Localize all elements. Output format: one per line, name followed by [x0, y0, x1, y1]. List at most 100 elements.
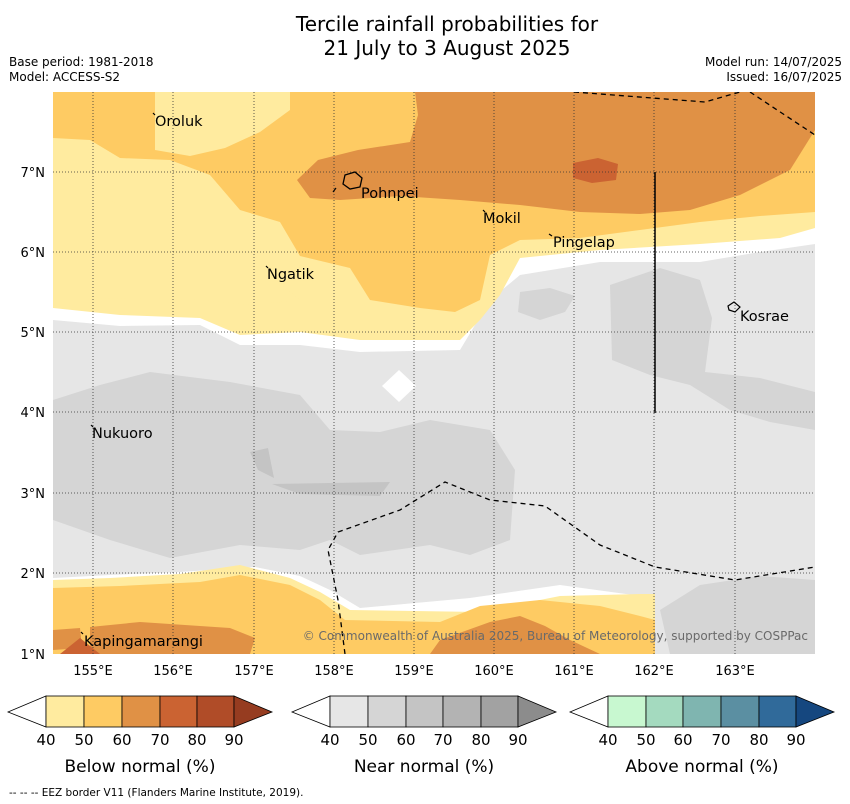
lat-tick: 4°N	[21, 406, 46, 421]
colorbar-title: Near normal (%)	[354, 757, 494, 777]
colorbar-cell	[83, 695, 123, 728]
near-normal-50-region	[53, 372, 515, 558]
near-normal-50-region-east	[610, 268, 815, 430]
colorbar-tick: 60	[112, 731, 131, 749]
colorbar-near-normal: 40 50 60 70 80 90 Near normal (%)	[290, 695, 558, 777]
colorbar-min-arrow	[290, 695, 331, 728]
near-normal-50-region-south	[660, 576, 815, 654]
place-label: Oroluk	[155, 114, 203, 130]
colorbar-tick: 50	[636, 731, 655, 749]
colorbar-below-normal: 40 50 60 70 80 90 Below normal (%)	[6, 695, 274, 777]
lon-tick: 160°E	[474, 664, 514, 679]
near-normal-60-patch-2	[272, 482, 390, 496]
lat-tick: 2°N	[21, 567, 46, 582]
colorbar-tick: 90	[786, 731, 805, 749]
colorbar-tick: 90	[508, 731, 527, 749]
colorbar-cell	[45, 695, 85, 728]
colorbar-tick: 80	[187, 731, 206, 749]
kosrae-island	[727, 301, 741, 313]
pohnpei-island	[342, 171, 363, 190]
place-label: Nukuoro	[92, 426, 153, 442]
place-label: Mokil	[483, 211, 521, 227]
latitude-ticks: 7°N 6°N 5°N 4°N 3°N 2°N 1°N	[21, 166, 46, 663]
colorbar-tick: 50	[358, 731, 377, 749]
colorbar-tick: 70	[433, 731, 452, 749]
colorbar-cell	[758, 695, 797, 728]
ant-atoll-mark	[332, 187, 337, 193]
below-normal-60-south-west	[90, 622, 255, 654]
lat-tick: 6°N	[21, 246, 46, 261]
base-period: Base period: 1981-2018	[9, 55, 154, 69]
meta-right: Model run: 14/07/2025 Issued: 16/07/2025	[705, 55, 842, 85]
copyright-note: © Commonwealth of Australia 2025, Bureau…	[303, 629, 808, 643]
place-label: Kapingamarangi	[84, 634, 203, 650]
colorbar-tick: 40	[320, 731, 339, 749]
colorbar-tick: 60	[396, 731, 415, 749]
colorbar-max-arrow	[517, 695, 558, 728]
lat-tick: 1°N	[21, 648, 46, 663]
lon-tick: 163°E	[715, 664, 755, 679]
colorbar-cell	[196, 695, 235, 728]
place-labels: Oroluk Pohnpei Mokil Pingelap Ngatik Kos…	[84, 114, 789, 650]
colorbar-cell	[367, 695, 407, 728]
colorbar-min-arrow	[568, 695, 609, 728]
below-normal-70-south	[60, 638, 100, 654]
colorbar-title: Above normal (%)	[625, 757, 778, 777]
lat-tick: 5°N	[21, 326, 46, 341]
colorbar-max-arrow	[795, 695, 836, 728]
colorbar-cell	[682, 695, 722, 728]
meta-left: Base period: 1981-2018 Model: ACCESS-S2	[9, 55, 154, 85]
model-name: Model: ACCESS-S2	[9, 70, 121, 84]
probability-map: Oroluk Pohnpei Mokil Pingelap Ngatik Kos…	[53, 92, 815, 654]
lon-tick: 156°E	[153, 664, 193, 679]
colorbar-tick: 50	[74, 731, 93, 749]
eez-footer-note: -- -- -- EEZ border V11 (Flanders Marine…	[9, 787, 304, 799]
below-normal-60-region	[297, 92, 815, 214]
near-normal-60-patch	[250, 448, 274, 478]
place-label: Pingelap	[553, 235, 615, 251]
lon-tick: 162°E	[634, 664, 674, 679]
lon-tick: 161°E	[554, 664, 594, 679]
below-normal-70-patch	[573, 158, 618, 183]
colorbar-tick: 80	[471, 731, 490, 749]
colorbar-tick: 80	[749, 731, 768, 749]
colorbar-cell	[121, 695, 161, 728]
colorbar-cell	[405, 695, 444, 728]
below-normal-60-south	[430, 616, 600, 654]
colorbar-cell	[645, 695, 684, 728]
colorbar-title: Below normal (%)	[65, 757, 216, 777]
colorbar-tick: 60	[673, 731, 692, 749]
place-label: Kosrae	[740, 309, 789, 325]
lon-tick: 159°E	[394, 664, 434, 679]
place-label: Ngatik	[267, 267, 315, 283]
colorbar-min-arrow	[6, 695, 47, 728]
lon-tick: 157°E	[234, 664, 274, 679]
colorbar-cell	[329, 695, 369, 728]
lon-tick: 155°E	[73, 664, 113, 679]
issued-date: Issued: 16/07/2025	[726, 70, 842, 84]
colorbar-cell	[607, 695, 647, 728]
colorbar-tick: 40	[36, 731, 55, 749]
no-signal-diamond	[382, 370, 416, 402]
colorbar-above-normal: 40 50 60 70 80 90 Above normal (%)	[568, 695, 836, 777]
title-line-2: 21 July to 3 August 2025	[323, 36, 571, 60]
below-normal-40-oroluk	[155, 92, 290, 156]
title-line-1: Tercile rainfall probabilities for	[295, 12, 599, 36]
lat-tick: 7°N	[21, 166, 46, 181]
colorbar-tick: 90	[224, 731, 243, 749]
atoll-marks	[80, 112, 553, 635]
near-normal-50-patch	[518, 288, 575, 320]
lon-tick: 158°E	[314, 664, 354, 679]
colorbar-tick: 40	[598, 731, 617, 749]
place-label: Pohnpei	[361, 186, 419, 202]
longitude-ticks: 155°E 156°E 157°E 158°E 159°E 160°E 161°…	[73, 664, 755, 679]
below-normal-40-west	[53, 190, 300, 305]
colorbar-max-arrow	[233, 695, 274, 728]
eez-border	[327, 92, 815, 654]
model-run: Model run: 14/07/2025	[704, 55, 842, 69]
colorbar-tick: 70	[150, 731, 169, 749]
graticule	[53, 92, 815, 654]
colorbar-cell	[159, 695, 198, 728]
colorbar-tick: 70	[711, 731, 730, 749]
